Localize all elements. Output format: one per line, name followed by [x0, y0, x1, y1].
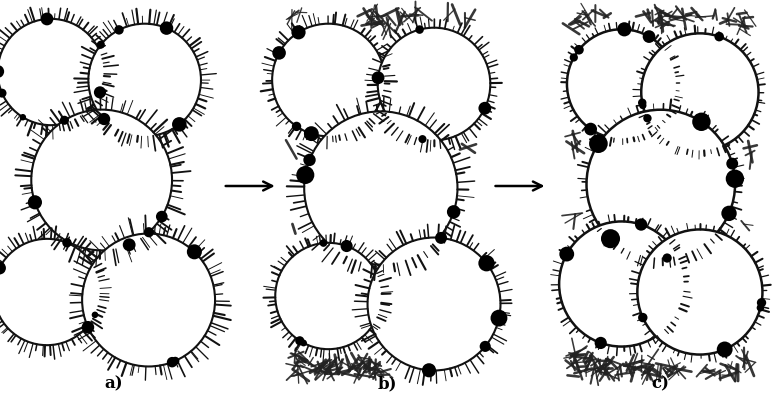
- Ellipse shape: [82, 234, 215, 366]
- Ellipse shape: [638, 313, 647, 322]
- Ellipse shape: [589, 134, 608, 153]
- Ellipse shape: [41, 12, 53, 25]
- Ellipse shape: [637, 230, 762, 354]
- Ellipse shape: [63, 238, 72, 248]
- Ellipse shape: [296, 166, 314, 184]
- Ellipse shape: [641, 33, 759, 151]
- Ellipse shape: [187, 244, 202, 259]
- Ellipse shape: [643, 30, 655, 43]
- Ellipse shape: [28, 195, 42, 209]
- Ellipse shape: [0, 239, 100, 345]
- Ellipse shape: [167, 357, 178, 368]
- Ellipse shape: [292, 122, 301, 131]
- Ellipse shape: [584, 123, 597, 136]
- Ellipse shape: [567, 29, 676, 139]
- Ellipse shape: [171, 357, 179, 365]
- Ellipse shape: [371, 71, 385, 84]
- Ellipse shape: [617, 22, 631, 36]
- Ellipse shape: [586, 110, 735, 258]
- Ellipse shape: [303, 154, 316, 166]
- Ellipse shape: [91, 312, 99, 318]
- Ellipse shape: [635, 218, 647, 231]
- Ellipse shape: [415, 25, 424, 34]
- Ellipse shape: [144, 227, 154, 237]
- Ellipse shape: [272, 46, 286, 60]
- Ellipse shape: [644, 114, 651, 122]
- Ellipse shape: [447, 205, 461, 219]
- Ellipse shape: [275, 243, 382, 349]
- Ellipse shape: [422, 363, 436, 377]
- Ellipse shape: [715, 32, 724, 42]
- Ellipse shape: [601, 229, 620, 248]
- Ellipse shape: [726, 170, 744, 188]
- Ellipse shape: [98, 113, 110, 125]
- Ellipse shape: [0, 19, 104, 125]
- Ellipse shape: [378, 28, 490, 140]
- Ellipse shape: [94, 86, 106, 98]
- Ellipse shape: [479, 341, 491, 352]
- Ellipse shape: [114, 25, 124, 35]
- Ellipse shape: [304, 126, 319, 141]
- Ellipse shape: [574, 45, 584, 54]
- Ellipse shape: [0, 262, 6, 274]
- Ellipse shape: [757, 304, 764, 312]
- Ellipse shape: [662, 254, 672, 263]
- Ellipse shape: [320, 239, 327, 247]
- Ellipse shape: [97, 41, 105, 49]
- Ellipse shape: [639, 102, 647, 109]
- Ellipse shape: [0, 89, 6, 98]
- Ellipse shape: [717, 342, 733, 357]
- Ellipse shape: [304, 111, 457, 265]
- Ellipse shape: [300, 340, 307, 346]
- Ellipse shape: [295, 336, 304, 345]
- Ellipse shape: [638, 98, 647, 107]
- Text: b): b): [378, 376, 396, 392]
- Ellipse shape: [435, 232, 447, 244]
- Ellipse shape: [559, 222, 684, 346]
- Ellipse shape: [81, 321, 94, 334]
- Ellipse shape: [20, 114, 26, 120]
- Ellipse shape: [559, 247, 574, 262]
- Ellipse shape: [479, 102, 491, 115]
- Ellipse shape: [726, 158, 738, 170]
- Text: c): c): [651, 376, 670, 392]
- Ellipse shape: [341, 240, 353, 252]
- Ellipse shape: [418, 135, 426, 143]
- Ellipse shape: [123, 238, 135, 251]
- Ellipse shape: [569, 53, 578, 62]
- Ellipse shape: [368, 238, 500, 370]
- Ellipse shape: [721, 206, 737, 221]
- Ellipse shape: [160, 21, 174, 35]
- Ellipse shape: [757, 298, 766, 307]
- Ellipse shape: [292, 25, 306, 40]
- Ellipse shape: [0, 65, 4, 78]
- Ellipse shape: [31, 110, 172, 250]
- Ellipse shape: [60, 116, 69, 125]
- Ellipse shape: [156, 211, 167, 222]
- Ellipse shape: [172, 117, 187, 132]
- Ellipse shape: [88, 24, 201, 136]
- Ellipse shape: [479, 255, 495, 271]
- Ellipse shape: [490, 310, 508, 326]
- Text: a): a): [104, 376, 123, 392]
- Ellipse shape: [272, 24, 385, 136]
- Ellipse shape: [594, 337, 607, 349]
- Ellipse shape: [692, 112, 711, 131]
